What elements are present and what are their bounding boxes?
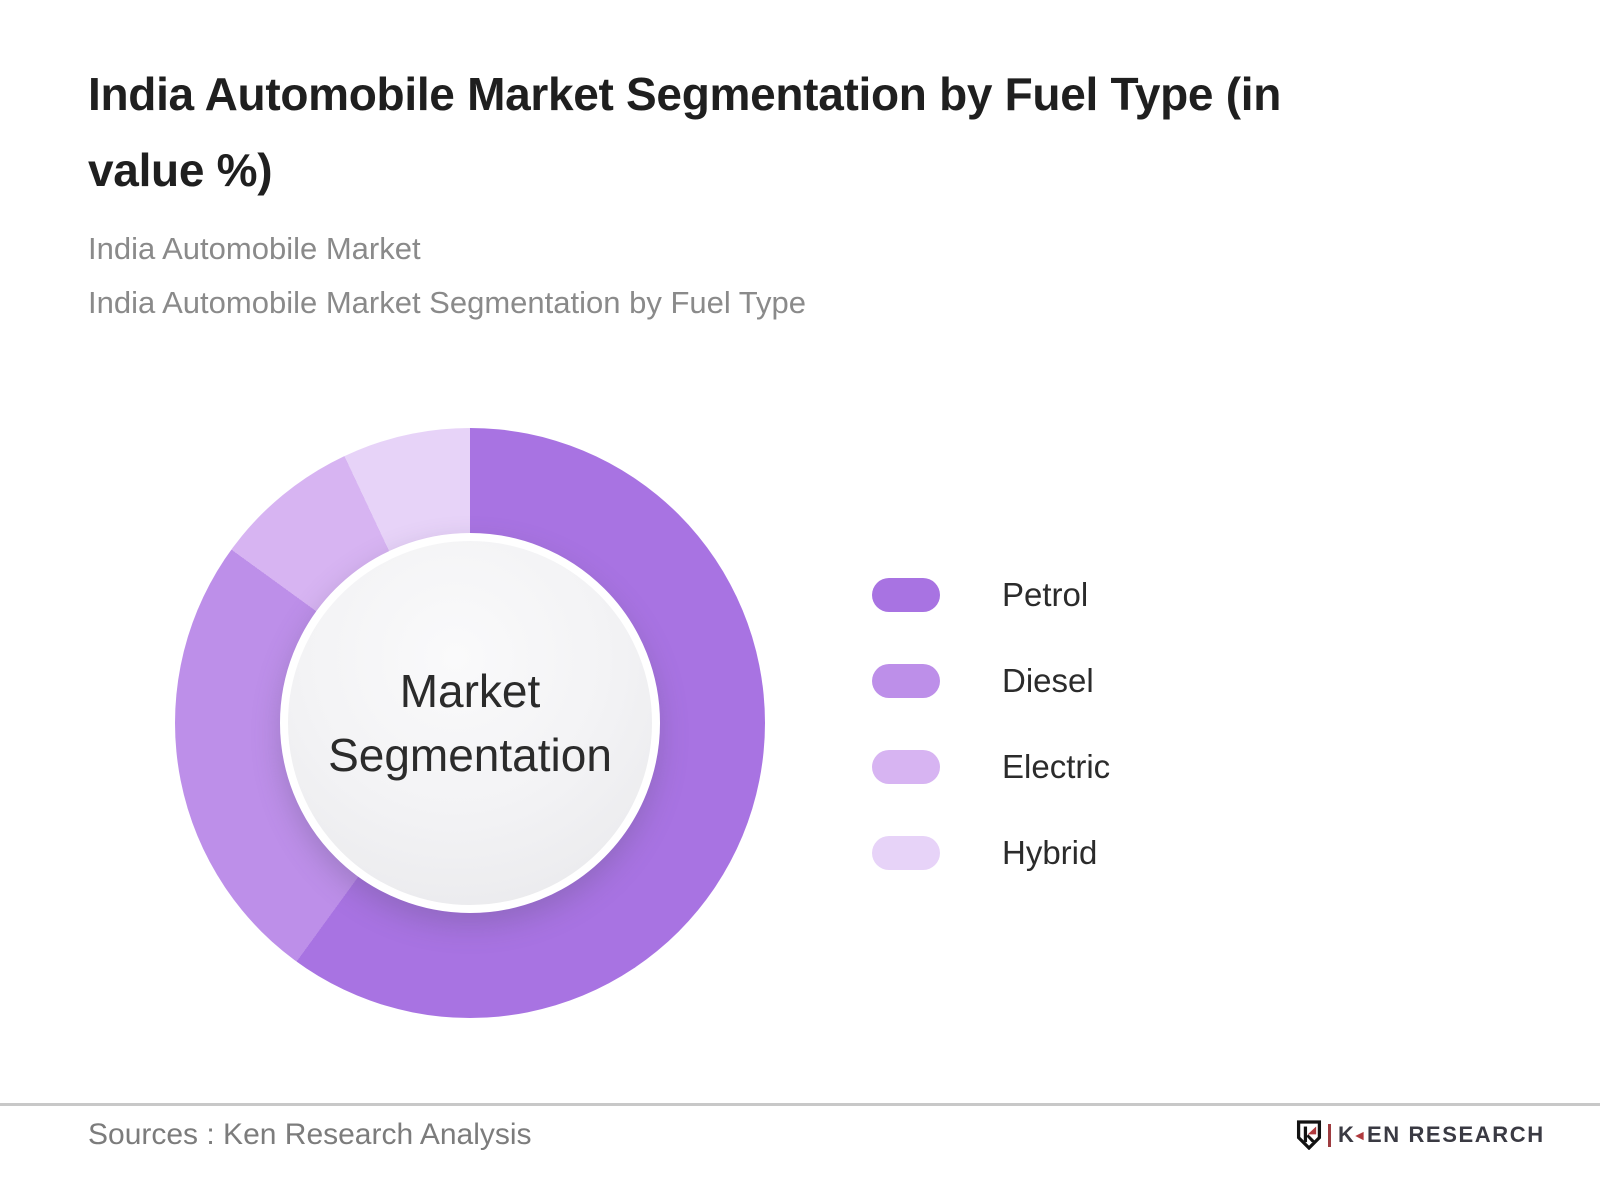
donut-chart: Market Segmentation (175, 428, 765, 1018)
ken-research-shield-icon (1296, 1120, 1322, 1150)
legend-swatch-electric (872, 750, 940, 784)
logo-divider-bar (1328, 1123, 1331, 1147)
subtitle-line1: India Automobile Market (88, 231, 421, 266)
legend-item-diesel: Diesel (872, 664, 1110, 698)
legend-label-diesel: Diesel (1002, 662, 1094, 699)
legend-swatch-petrol (872, 578, 940, 612)
donut-center-label: Market Segmentation (328, 659, 612, 787)
footer-divider (0, 1103, 1600, 1106)
chart-subtitle: India Automobile Market India Automobile… (88, 222, 1488, 330)
legend-swatch-hybrid (872, 836, 940, 870)
legend-item-hybrid: Hybrid (872, 836, 1110, 870)
legend: Petrol Diesel Electric Hybrid (872, 578, 1110, 870)
logo-wordmark: K ◄ EN RESEARCH (1338, 1122, 1545, 1148)
subtitle-line2: India Automobile Market Segmentation by … (88, 285, 807, 320)
chart-title: India Automobile Market Segmentation by … (88, 56, 1488, 208)
logo-letter-k: K (1338, 1122, 1356, 1147)
legend-label-hybrid: Hybrid (1002, 834, 1098, 871)
ken-research-logo: K ◄ EN RESEARCH (1296, 1120, 1545, 1150)
legend-item-electric: Electric (872, 750, 1110, 784)
logo-wordmark-rest: EN RESEARCH (1366, 1122, 1545, 1147)
chart-title-line1: India Automobile Market Segmentation by … (88, 68, 1281, 120)
chart-title-line2: value %) (88, 144, 273, 196)
logo-red-triangle-icon: ◄ (1352, 1127, 1368, 1143)
center-label-line2: Segmentation (328, 729, 612, 781)
legend-swatch-diesel (872, 664, 940, 698)
source-text: Sources : Ken Research Analysis (88, 1118, 532, 1151)
donut-center-circle: Market Segmentation (280, 533, 660, 913)
legend-item-petrol: Petrol (872, 578, 1110, 612)
legend-label-electric: Electric (1002, 748, 1111, 785)
center-label-line1: Market (399, 665, 541, 717)
legend-label-petrol: Petrol (1002, 576, 1089, 613)
